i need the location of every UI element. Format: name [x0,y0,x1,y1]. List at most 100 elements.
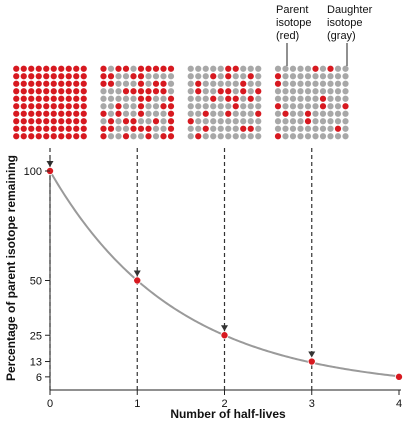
parent-atom [13,118,20,125]
daughter-atom [160,110,167,117]
legend-annotations: Parent isotope (red) Daughter isotope (g… [276,4,373,66]
daughter-atom [342,73,349,80]
parent-atom [304,110,312,117]
daughter-atom [187,80,194,87]
parent-atom [115,103,122,110]
daughter-atom [334,65,342,72]
daughter-atom [289,125,297,132]
daughter-atom [297,65,304,72]
parent-atom [240,88,247,95]
parent-atom [210,95,217,102]
parent-atom [50,125,57,132]
daughter-atom [187,103,194,110]
parent-atom [319,103,327,110]
parent-atom [160,133,167,140]
parent-atom [65,103,72,110]
parent-atom [58,73,65,80]
daughter-atom [210,65,217,72]
daughter-atom [232,73,239,80]
daughter-atom [312,125,319,132]
sample-grid-2 [187,65,262,140]
parent-atom [195,80,202,87]
daughter-atom [247,110,254,117]
daughter-atom [255,125,262,132]
daughter-atom [282,133,289,140]
parent-atom [122,65,130,72]
parent-atom [115,65,122,72]
parent-atom [137,88,145,95]
daughter-atom [255,103,262,110]
daughter-atom [297,95,304,102]
parent-atom [65,95,72,102]
daughter-atom [122,73,130,80]
daughter-atom [122,80,130,87]
parent-atom [334,125,342,132]
parent-atom [20,95,27,102]
daughter-atom [210,118,217,125]
parent-atom [50,133,57,140]
parent-atom [122,133,130,140]
daughter-atom [282,95,289,102]
parent-atom [107,125,115,132]
daughter-atom [282,65,289,72]
parent-atom [195,88,202,95]
parent-atom [73,65,80,72]
x-tick-label-3: 3 [309,398,315,410]
daughter-atom [297,73,304,80]
parent-atom [152,65,160,72]
daughter-atom [130,103,137,110]
parent-atom [28,65,35,72]
parent-atom [28,133,35,140]
parent-atom [312,65,319,72]
parent-atom [28,95,35,102]
daughter-atom [312,103,319,110]
daughter-atom [327,133,334,140]
daughter-atom [255,118,262,125]
daughter-atom [282,125,289,132]
data-point-1 [133,276,142,285]
parent-atom [73,110,80,117]
y-tick-label-0: 100 [24,166,42,178]
daughter-atom [289,110,297,117]
daughter-atom [240,103,247,110]
daughter-atom [232,80,239,87]
daughter-atom [342,110,349,117]
annotation-daughter-line2: isotope [327,17,362,29]
daughter-atom [342,80,349,87]
parent-atom [145,65,152,72]
daughter-atom [145,103,152,110]
parent-atom [274,80,282,87]
annotation-daughter-line1: Daughter [327,4,373,16]
parent-atom [13,133,20,140]
parent-atom [100,80,107,87]
data-point-3 [307,357,316,366]
parent-atom [232,65,239,72]
daughter-atom [210,110,217,117]
daughter-atom [289,88,297,95]
daughter-atom [100,118,107,125]
daughter-atom [115,80,122,87]
daughter-atom [304,103,312,110]
parent-atom [58,125,65,132]
daughter-atom [145,73,152,80]
daughter-atom [217,73,224,80]
daughter-atom [115,95,122,102]
daughter-atom [202,88,209,95]
parent-atom [202,125,209,132]
daughter-atom [152,133,160,140]
parent-atom [13,110,20,117]
parent-atom [167,95,175,102]
daughter-atom [297,125,304,132]
daughter-atom [152,73,160,80]
daughter-atom [240,95,247,102]
parent-atom [58,80,65,87]
parent-atom [13,88,20,95]
daughter-atom [304,133,312,140]
annotation-parent-line2: isotope [276,17,311,29]
daughter-atom [274,110,282,117]
parent-atom [247,95,254,102]
parent-atom [80,103,87,110]
parent-atom [130,73,137,80]
parent-atom [137,65,145,72]
parent-atom [274,103,282,110]
